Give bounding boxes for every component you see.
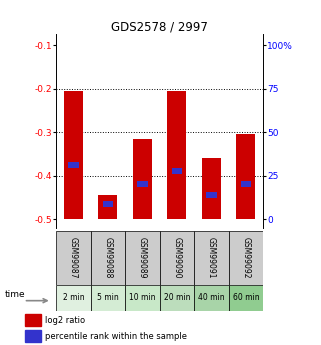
Bar xyxy=(91,285,125,310)
Bar xyxy=(202,158,221,219)
Bar xyxy=(25,314,41,326)
Bar xyxy=(137,181,148,187)
Text: 2 min: 2 min xyxy=(63,293,84,302)
Text: time: time xyxy=(4,290,25,299)
Text: GSM99087: GSM99087 xyxy=(69,237,78,279)
Bar xyxy=(206,192,217,198)
Bar xyxy=(103,201,113,207)
Text: 10 min: 10 min xyxy=(129,293,156,302)
Bar xyxy=(25,330,41,342)
Text: log2 ratio: log2 ratio xyxy=(45,316,85,325)
Bar xyxy=(168,91,187,219)
Bar xyxy=(91,231,125,285)
Text: percentile rank within the sample: percentile rank within the sample xyxy=(45,332,187,341)
Bar xyxy=(68,162,79,168)
Text: 5 min: 5 min xyxy=(97,293,119,302)
Bar xyxy=(172,168,182,174)
Text: GSM99092: GSM99092 xyxy=(241,237,250,279)
Bar xyxy=(64,91,83,219)
Bar xyxy=(56,285,91,310)
Text: GSM99089: GSM99089 xyxy=(138,237,147,279)
Bar xyxy=(229,285,263,310)
Bar xyxy=(194,231,229,285)
Bar xyxy=(125,285,160,310)
Bar xyxy=(56,231,91,285)
Bar xyxy=(160,231,194,285)
Text: GSM99090: GSM99090 xyxy=(172,237,181,279)
Bar xyxy=(133,139,152,219)
Bar xyxy=(99,195,117,219)
Text: 20 min: 20 min xyxy=(164,293,190,302)
Text: 60 min: 60 min xyxy=(233,293,259,302)
Bar xyxy=(160,285,194,310)
Text: GSM99088: GSM99088 xyxy=(103,237,112,278)
Bar xyxy=(241,181,251,187)
Bar xyxy=(237,134,256,219)
Title: GDS2578 / 2997: GDS2578 / 2997 xyxy=(111,20,208,33)
Bar xyxy=(125,231,160,285)
Text: GSM99091: GSM99091 xyxy=(207,237,216,279)
Bar xyxy=(194,285,229,310)
Bar xyxy=(229,231,263,285)
Text: 40 min: 40 min xyxy=(198,293,225,302)
